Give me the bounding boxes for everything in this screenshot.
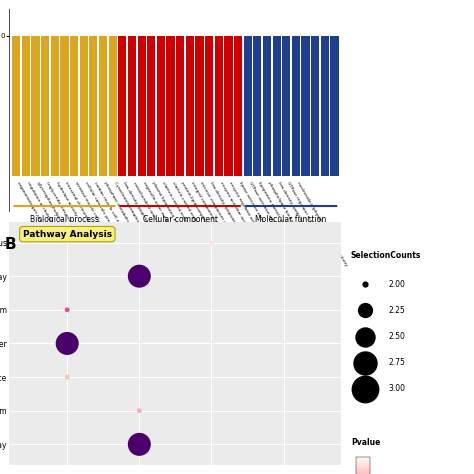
Bar xyxy=(195,36,204,176)
Bar xyxy=(89,36,98,176)
Bar xyxy=(330,36,338,176)
Text: intrinsic component of Golgi membrane: intrinsic component of Golgi membrane xyxy=(200,182,246,258)
Text: 2.00: 2.00 xyxy=(389,280,406,289)
Text: hydrolase activity: hydrolase activity xyxy=(55,182,78,217)
Text: integral component of Golgi membrane: integral component of Golgi membrane xyxy=(190,182,237,258)
Text: GTPase activator activity: GTPase activator activity xyxy=(248,182,278,230)
Text: striated muscle cell apoptotic process: striated muscle cell apoptotic process xyxy=(74,182,119,255)
Text: Cytochrome complex: Cytochrome complex xyxy=(113,182,139,223)
Point xyxy=(64,374,71,381)
Bar xyxy=(292,36,300,176)
Text: Molecular function: Molecular function xyxy=(255,215,327,224)
Text: low-density lipoprotein particle: low-density lipoprotein particle xyxy=(122,182,160,242)
Point xyxy=(64,306,71,314)
Bar xyxy=(244,36,252,176)
Bar xyxy=(60,36,69,176)
Text: organelle inner membrane: organelle inner membrane xyxy=(142,182,174,234)
Text: cellular catabolic process: cellular catabolic process xyxy=(84,182,115,231)
Bar xyxy=(263,36,271,176)
Bar xyxy=(273,36,281,176)
Bar xyxy=(176,36,184,176)
Text: GTPase regulator activity: GTPase regulator activity xyxy=(286,182,317,231)
Bar xyxy=(118,36,127,176)
Bar xyxy=(137,36,146,176)
Text: glycerophospholipid catabolic process: glycerophospholipid catabolic process xyxy=(36,182,81,255)
Bar xyxy=(224,36,233,176)
Bar xyxy=(99,36,107,176)
Bar xyxy=(215,36,223,176)
Text: organoniotrogen compound metabolic process: organoniotrogen compound metabolic proce… xyxy=(16,182,70,271)
Point xyxy=(361,385,369,392)
Text: regulation of cholesterol homeostasis: regulation of cholesterol homeostasis xyxy=(26,182,70,255)
Point xyxy=(136,440,143,448)
Bar xyxy=(128,36,136,176)
Text: B: B xyxy=(5,237,17,252)
Text: low-density lipoprotein membrane: low-density lipoprotein membrane xyxy=(209,182,250,248)
Bar xyxy=(80,36,88,176)
Text: clathrin-coated endocytic vesicle membrane: clathrin-coated endocytic vesicle membra… xyxy=(161,182,213,268)
Bar xyxy=(70,36,78,176)
Bar xyxy=(282,36,291,176)
Text: 3.00: 3.00 xyxy=(389,384,406,393)
Text: nucleoside-triphosphatase regulator activity: nucleoside-triphosphatase regulator acti… xyxy=(296,182,348,267)
Bar xyxy=(31,36,40,176)
Text: mitochondrial inner membrane: mitochondrial inner membrane xyxy=(132,182,169,242)
Point xyxy=(361,359,369,366)
Text: triglyceride biosynthetic process: triglyceride biosynthetic process xyxy=(45,182,84,246)
Bar xyxy=(147,36,155,176)
Bar xyxy=(12,36,20,176)
Text: cardiac muscle cell apoptotic process: cardiac muscle cell apoptotic process xyxy=(93,182,137,254)
Text: SelectionCounts: SelectionCounts xyxy=(351,251,421,260)
Text: phospholipase binding: phospholipase binding xyxy=(267,182,295,226)
Text: phosphate metabolic process: phosphate metabolic process xyxy=(103,182,138,239)
Bar xyxy=(109,36,117,176)
Text: 2.50: 2.50 xyxy=(389,332,406,341)
Bar xyxy=(41,36,49,176)
Text: lipoprotein particle receptor activity: lipoprotein particle receptor activity xyxy=(257,182,300,252)
Bar xyxy=(311,36,319,176)
Text: intestinal cholesterol absorption: intestinal cholesterol absorption xyxy=(64,182,103,244)
Point xyxy=(136,273,143,280)
Text: Pvalue: Pvalue xyxy=(351,438,380,447)
Bar xyxy=(321,36,329,176)
Text: plasma lipoprotein particle: plasma lipoprotein particle xyxy=(151,182,184,234)
Bar xyxy=(186,36,194,176)
Bar xyxy=(234,36,242,176)
Bar xyxy=(205,36,213,176)
Point xyxy=(64,340,71,347)
Bar xyxy=(253,36,262,176)
Bar xyxy=(22,36,30,176)
Text: clathrin-coated endocytic vesicle: clathrin-coated endocytic vesicle xyxy=(171,182,210,246)
Text: 2.25: 2.25 xyxy=(389,306,405,315)
Point xyxy=(136,407,143,414)
Bar xyxy=(51,36,59,176)
Bar xyxy=(301,36,310,176)
Text: Pathway Analysis: Pathway Analysis xyxy=(23,229,112,238)
Text: Cellular component: Cellular component xyxy=(143,215,218,224)
Bar xyxy=(157,36,165,176)
Text: 2.75: 2.75 xyxy=(389,358,406,367)
Text: enzyme activator activity: enzyme activator activity xyxy=(219,182,250,232)
Text: low-density lipoprotein particle binding: low-density lipoprotein particle binding xyxy=(277,182,323,258)
Bar xyxy=(166,36,174,176)
Point xyxy=(208,239,215,246)
Text: lipase activator activity: lipase activator activity xyxy=(238,182,267,228)
Text: protein-lipid complex: protein-lipid complex xyxy=(180,182,207,224)
Point xyxy=(361,333,369,340)
Text: Biological process: Biological process xyxy=(30,215,99,224)
Point xyxy=(361,281,369,288)
Text: enzyme regulator activity: enzyme regulator activity xyxy=(228,182,260,232)
Point xyxy=(361,307,369,314)
